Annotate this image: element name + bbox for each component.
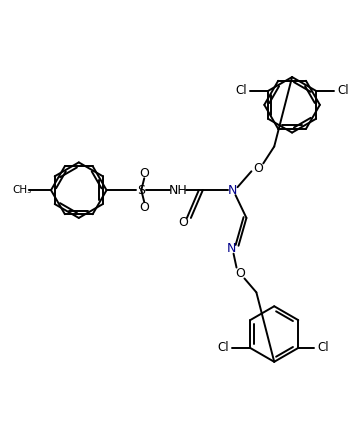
Text: Cl: Cl [235, 84, 247, 97]
Text: N: N [227, 242, 236, 255]
Text: N: N [228, 184, 237, 197]
Text: Cl: Cl [317, 341, 329, 354]
Text: CH₃: CH₃ [13, 185, 32, 195]
Text: Cl: Cl [337, 84, 349, 97]
Text: O: O [139, 167, 149, 180]
Text: Cl: Cl [217, 341, 229, 354]
Text: S: S [137, 184, 145, 197]
Text: O: O [253, 162, 263, 175]
Text: O: O [235, 267, 245, 280]
Text: O: O [139, 200, 149, 214]
Text: O: O [178, 216, 188, 230]
Text: NH: NH [169, 184, 187, 197]
